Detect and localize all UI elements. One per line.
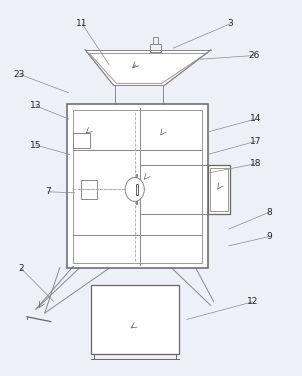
Bar bbox=[136, 174, 137, 204]
Text: 13: 13 bbox=[30, 102, 42, 111]
Polygon shape bbox=[67, 104, 208, 268]
Text: 9: 9 bbox=[266, 232, 272, 241]
Text: 23: 23 bbox=[14, 70, 25, 79]
Circle shape bbox=[125, 177, 144, 202]
Text: 11: 11 bbox=[76, 19, 88, 28]
Text: 7: 7 bbox=[45, 187, 51, 196]
Bar bbox=[150, 44, 161, 52]
Text: 18: 18 bbox=[250, 159, 262, 168]
Bar bbox=[81, 180, 97, 199]
Bar bbox=[67, 104, 208, 268]
Text: 12: 12 bbox=[247, 297, 259, 306]
Bar bbox=[208, 165, 230, 214]
Text: 8: 8 bbox=[266, 208, 272, 217]
Polygon shape bbox=[85, 50, 211, 85]
Bar bbox=[72, 110, 202, 263]
Bar bbox=[136, 184, 138, 195]
Bar bbox=[210, 168, 228, 211]
Text: 15: 15 bbox=[30, 141, 42, 150]
Text: 26: 26 bbox=[249, 51, 260, 60]
Text: 3: 3 bbox=[227, 19, 233, 28]
Text: 2: 2 bbox=[18, 264, 24, 273]
Text: 17: 17 bbox=[250, 137, 262, 146]
Bar bbox=[73, 133, 90, 148]
Bar bbox=[153, 37, 158, 44]
Bar bbox=[91, 285, 179, 354]
Text: 14: 14 bbox=[250, 114, 262, 123]
